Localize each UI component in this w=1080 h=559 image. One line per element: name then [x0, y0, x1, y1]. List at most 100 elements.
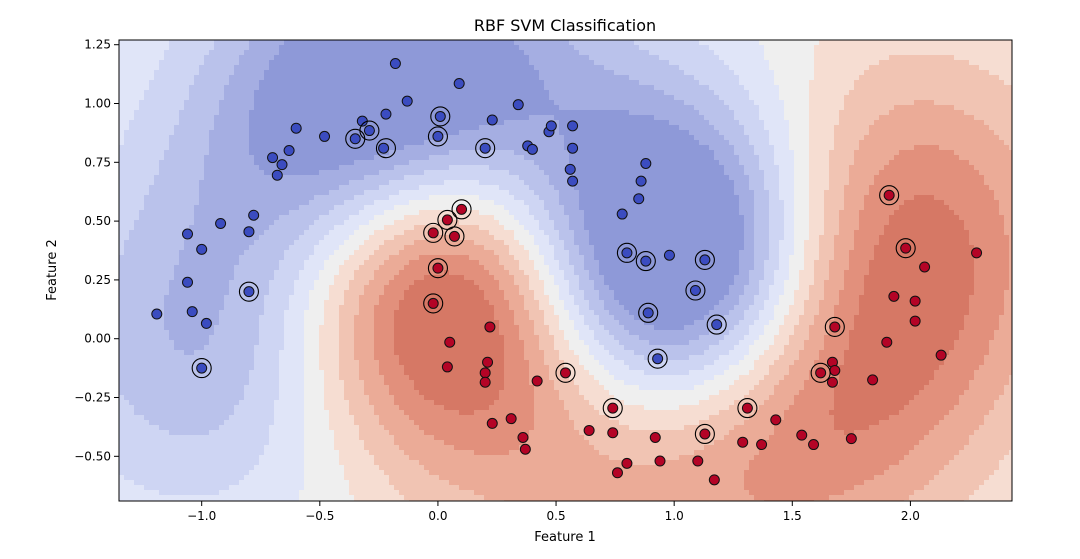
contour-cell: [279, 145, 285, 151]
contour-cell: [369, 320, 375, 326]
contour-cell: [134, 75, 140, 81]
contour-cell: [369, 115, 375, 121]
contour-cell: [124, 50, 130, 56]
contour-cell: [354, 475, 360, 481]
contour-cell: [334, 150, 340, 156]
contour-cell: [304, 145, 310, 151]
contour-cell: [384, 120, 390, 126]
contour-cell: [379, 225, 385, 231]
contour-cell: [199, 180, 205, 186]
contour-cell: [329, 40, 335, 46]
contour-cell: [269, 320, 275, 326]
contour-cell: [299, 440, 305, 446]
contour-cell: [289, 280, 295, 286]
contour-cell: [239, 100, 245, 106]
contour-cell: [319, 325, 325, 331]
contour-cell: [159, 70, 165, 76]
contour-cell: [234, 400, 240, 406]
contour-cell: [339, 400, 345, 406]
contour-cell: [239, 380, 245, 386]
contour-cell: [369, 415, 375, 421]
contour-cell: [329, 435, 335, 441]
contour-cell: [294, 480, 300, 486]
contour-cell: [244, 45, 250, 51]
contour-cell: [209, 350, 215, 356]
contour-cell: [289, 325, 295, 331]
contour-cell: [184, 180, 190, 186]
contour-cell: [249, 45, 255, 51]
contour-cell: [129, 420, 135, 426]
contour-cell: [309, 450, 315, 456]
contour-cell: [164, 295, 170, 301]
contour-cell: [219, 345, 225, 351]
contour-cell: [234, 115, 240, 121]
contour-cell: [349, 190, 355, 196]
contour-cell: [329, 490, 335, 496]
contour-cell: [129, 465, 135, 471]
contour-cell: [354, 300, 360, 306]
contour-cell: [264, 405, 270, 411]
contour-cell: [384, 365, 390, 371]
contour-cell: [339, 445, 345, 451]
contour-cell: [139, 300, 145, 306]
contour-cell: [189, 290, 195, 296]
contour-cell: [379, 170, 385, 176]
contour-cell: [279, 55, 285, 61]
contour-cell: [364, 150, 370, 156]
contour-cell: [234, 300, 240, 306]
contour-cell: [134, 220, 140, 226]
contour-cell: [374, 400, 380, 406]
contour-cell: [334, 405, 340, 411]
contour-cell: [379, 335, 385, 341]
contour-cell: [249, 155, 255, 161]
contour-cell: [349, 75, 355, 81]
contour-cell: [284, 355, 290, 361]
contour-cell: [324, 305, 330, 311]
contour-cell: [299, 455, 305, 461]
contour-cell: [159, 260, 165, 266]
contour-cell: [339, 345, 345, 351]
contour-cell: [354, 345, 360, 351]
contour-cell: [314, 55, 320, 61]
contour-cell: [254, 465, 260, 471]
contour-cell: [154, 320, 160, 326]
contour-cell: [119, 300, 125, 306]
contour-cell: [384, 180, 390, 186]
contour-cell: [274, 230, 280, 236]
contour-cell: [374, 200, 380, 206]
contour-cell: [309, 90, 315, 96]
contour-cell: [384, 210, 390, 216]
contour-cell: [354, 60, 360, 66]
contour-cell: [279, 195, 285, 201]
contour-cell: [244, 95, 250, 101]
contour-cell: [299, 475, 305, 481]
contour-cell: [229, 450, 235, 456]
contour-cell: [169, 255, 175, 261]
contour-cell: [359, 200, 365, 206]
contour-cell: [214, 245, 220, 251]
contour-cell: [384, 80, 390, 86]
contour-cell: [274, 295, 280, 301]
contour-cell: [129, 385, 135, 391]
contour-cell: [134, 105, 140, 111]
contour-cell: [164, 325, 170, 331]
contour-cell: [339, 320, 345, 326]
contour-cell: [164, 335, 170, 341]
contour-cell: [159, 295, 165, 301]
contour-cell: [294, 360, 300, 366]
contour-cell: [279, 430, 285, 436]
contour-cell: [294, 70, 300, 76]
contour-cell: [369, 355, 375, 361]
contour-cell: [194, 355, 200, 361]
contour-cell: [324, 495, 330, 501]
contour-cell: [304, 175, 310, 181]
contour-cell: [209, 295, 215, 301]
contour-cell: [219, 200, 225, 206]
contour-cell: [309, 200, 315, 206]
contour-cell: [354, 455, 360, 461]
contour-cell: [179, 190, 185, 196]
contour-cell: [359, 135, 365, 141]
contour-cell: [279, 375, 285, 381]
contour-cell: [134, 285, 140, 291]
contour-cell: [224, 335, 230, 341]
